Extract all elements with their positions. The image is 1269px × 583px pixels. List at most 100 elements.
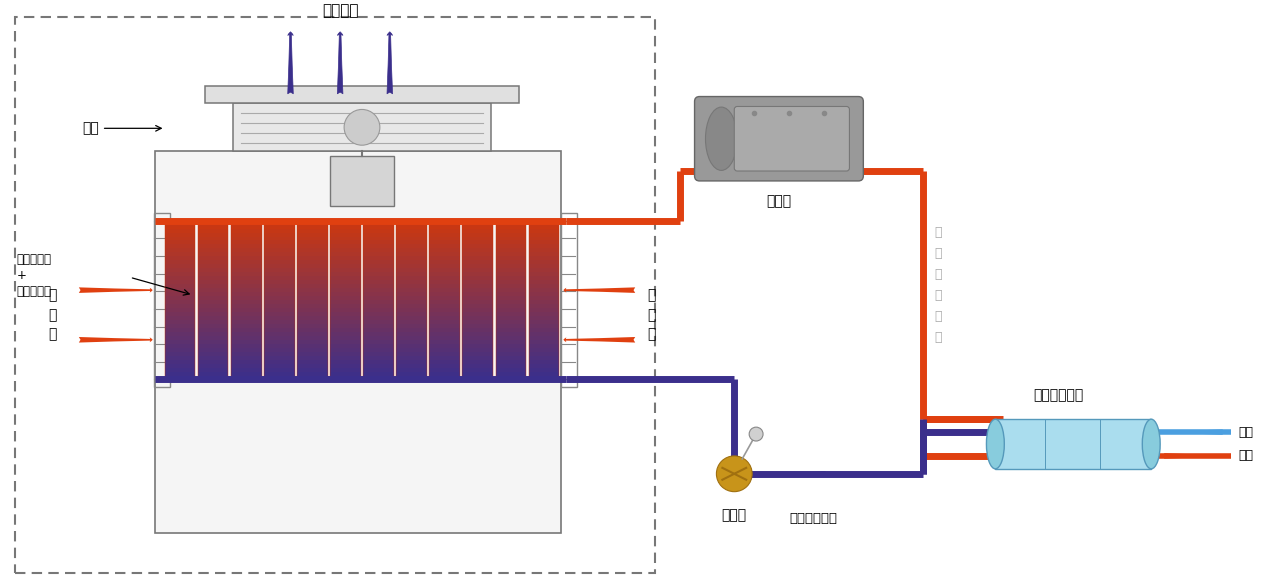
- Polygon shape: [231, 233, 261, 237]
- FancyBboxPatch shape: [156, 151, 561, 533]
- Polygon shape: [396, 356, 426, 360]
- Polygon shape: [363, 360, 393, 364]
- Polygon shape: [264, 320, 294, 324]
- Polygon shape: [231, 229, 261, 233]
- Polygon shape: [496, 272, 527, 276]
- Polygon shape: [165, 375, 195, 380]
- Polygon shape: [198, 316, 228, 320]
- Polygon shape: [529, 360, 560, 364]
- Polygon shape: [429, 340, 461, 344]
- Polygon shape: [231, 292, 261, 296]
- Polygon shape: [264, 237, 294, 241]
- Polygon shape: [462, 268, 494, 272]
- Polygon shape: [429, 241, 461, 244]
- Polygon shape: [198, 312, 228, 316]
- Polygon shape: [496, 229, 527, 233]
- Polygon shape: [529, 308, 560, 312]
- Polygon shape: [264, 300, 294, 304]
- Polygon shape: [529, 264, 560, 268]
- Polygon shape: [165, 268, 195, 272]
- Polygon shape: [231, 288, 261, 292]
- Polygon shape: [264, 276, 294, 280]
- Polygon shape: [496, 224, 527, 229]
- Polygon shape: [496, 360, 527, 364]
- Polygon shape: [363, 344, 393, 347]
- Polygon shape: [297, 312, 327, 316]
- Polygon shape: [396, 252, 426, 257]
- Polygon shape: [297, 347, 327, 352]
- Polygon shape: [363, 375, 393, 380]
- FancyBboxPatch shape: [735, 107, 849, 171]
- Polygon shape: [231, 316, 261, 320]
- Polygon shape: [363, 336, 393, 340]
- Polygon shape: [231, 296, 261, 300]
- Polygon shape: [462, 375, 494, 380]
- Polygon shape: [330, 356, 360, 360]
- Polygon shape: [231, 252, 261, 257]
- Polygon shape: [198, 224, 228, 229]
- Polygon shape: [297, 344, 327, 347]
- Polygon shape: [429, 276, 461, 280]
- Polygon shape: [529, 352, 560, 356]
- Polygon shape: [330, 296, 360, 300]
- Polygon shape: [165, 324, 195, 328]
- Polygon shape: [363, 340, 393, 344]
- Polygon shape: [264, 292, 294, 296]
- Polygon shape: [462, 280, 494, 284]
- Polygon shape: [429, 316, 461, 320]
- Text: 板管换热器
+
翅片换热器: 板管换热器 + 翅片换热器: [16, 253, 52, 298]
- Polygon shape: [496, 220, 527, 224]
- Polygon shape: [165, 308, 195, 312]
- Polygon shape: [529, 248, 560, 252]
- Text: 风机: 风机: [82, 121, 161, 135]
- Text: 空
气
进: 空 气 进: [647, 289, 656, 342]
- Polygon shape: [396, 272, 426, 276]
- Polygon shape: [297, 276, 327, 280]
- Polygon shape: [429, 220, 461, 224]
- Polygon shape: [264, 371, 294, 375]
- Circle shape: [749, 427, 763, 441]
- Polygon shape: [165, 364, 195, 367]
- Polygon shape: [231, 257, 261, 261]
- Circle shape: [717, 456, 753, 491]
- Polygon shape: [496, 324, 527, 328]
- Polygon shape: [264, 280, 294, 284]
- Polygon shape: [496, 296, 527, 300]
- Polygon shape: [165, 316, 195, 320]
- Polygon shape: [396, 288, 426, 292]
- Polygon shape: [231, 300, 261, 304]
- Polygon shape: [496, 336, 527, 340]
- Polygon shape: [529, 241, 560, 244]
- Polygon shape: [330, 324, 360, 328]
- Polygon shape: [396, 316, 426, 320]
- Polygon shape: [496, 280, 527, 284]
- Polygon shape: [429, 300, 461, 304]
- Polygon shape: [330, 252, 360, 257]
- Polygon shape: [363, 280, 393, 284]
- Polygon shape: [396, 296, 426, 300]
- Polygon shape: [231, 344, 261, 347]
- Polygon shape: [198, 375, 228, 380]
- Polygon shape: [330, 316, 360, 320]
- Polygon shape: [231, 244, 261, 248]
- Polygon shape: [297, 332, 327, 336]
- Polygon shape: [297, 328, 327, 332]
- Polygon shape: [429, 292, 461, 296]
- Polygon shape: [231, 308, 261, 312]
- Polygon shape: [363, 237, 393, 241]
- Polygon shape: [198, 300, 228, 304]
- Polygon shape: [529, 371, 560, 375]
- Polygon shape: [462, 272, 494, 276]
- Polygon shape: [462, 367, 494, 371]
- Polygon shape: [529, 340, 560, 344]
- Polygon shape: [198, 272, 228, 276]
- Polygon shape: [264, 308, 294, 312]
- Polygon shape: [198, 292, 228, 296]
- Polygon shape: [198, 308, 228, 312]
- Polygon shape: [264, 324, 294, 328]
- Polygon shape: [529, 229, 560, 233]
- Polygon shape: [165, 360, 195, 364]
- Polygon shape: [396, 308, 426, 312]
- Polygon shape: [462, 332, 494, 336]
- Polygon shape: [462, 264, 494, 268]
